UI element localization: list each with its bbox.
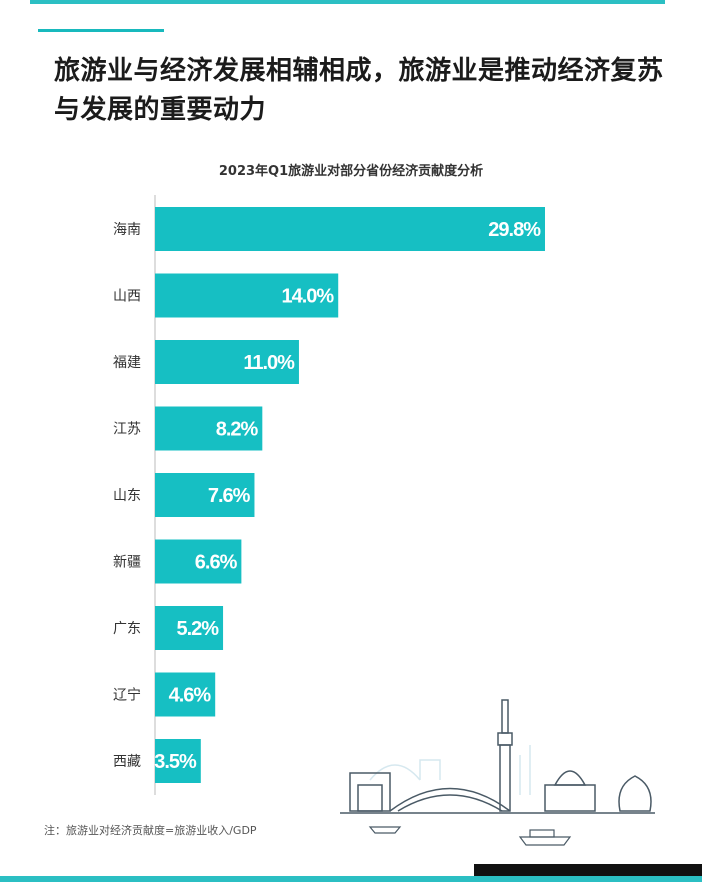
category-label: 海南 bbox=[113, 222, 141, 238]
bar-1 bbox=[155, 273, 339, 318]
bottom-border-line bbox=[0, 876, 702, 882]
value-label: 14.0% bbox=[282, 286, 335, 308]
value-label: 11.0% bbox=[243, 352, 295, 374]
category-label: 西藏 bbox=[113, 754, 141, 770]
value-label: 3.5% bbox=[154, 751, 197, 773]
city-skyline-illustration bbox=[340, 699, 655, 846]
title-accent-bar bbox=[38, 29, 164, 32]
value-label: 8.2% bbox=[216, 419, 259, 441]
bar-0 bbox=[155, 207, 545, 251]
category-label: 江苏 bbox=[113, 422, 141, 438]
category-label: 广东 bbox=[113, 621, 141, 637]
top-border-line bbox=[30, 0, 665, 4]
value-label: 5.2% bbox=[176, 618, 219, 640]
footer-dark-strip bbox=[474, 864, 702, 876]
bar-7 bbox=[155, 672, 216, 717]
bar-6 bbox=[155, 606, 224, 650]
value-label: 29.8% bbox=[488, 219, 541, 241]
bar-chart: 海南 29.8% 山西 14.0% 福建 11.0% 江苏 8.2% 山东 7.6% 新疆 6.6% 广… bbox=[113, 195, 545, 795]
bar-8 bbox=[155, 739, 201, 783]
category-label: 山西 bbox=[113, 289, 141, 305]
bar-2 bbox=[155, 340, 299, 384]
value-label: 6.6% bbox=[195, 552, 238, 574]
category-label: 山东 bbox=[113, 488, 141, 504]
category-label: 新疆 bbox=[113, 555, 141, 571]
bar-3 bbox=[155, 406, 263, 451]
footnote: 注：旅游业对经济贡献度=旅游业收入/GDP bbox=[44, 824, 257, 837]
bar-4 bbox=[155, 473, 255, 517]
page-title: 旅游业与经济发展相辅相成，旅游业是推动经济复苏与发展的重要动力 bbox=[54, 56, 664, 125]
chart-title: 2023年Q1旅游业对部分省份经济贡献度分析 bbox=[218, 164, 484, 179]
value-label: 7.6% bbox=[208, 485, 251, 507]
value-label: 4.6% bbox=[169, 685, 212, 707]
category-label: 辽宁 bbox=[113, 687, 141, 704]
bar-5 bbox=[155, 539, 242, 584]
category-label: 福建 bbox=[113, 355, 141, 371]
